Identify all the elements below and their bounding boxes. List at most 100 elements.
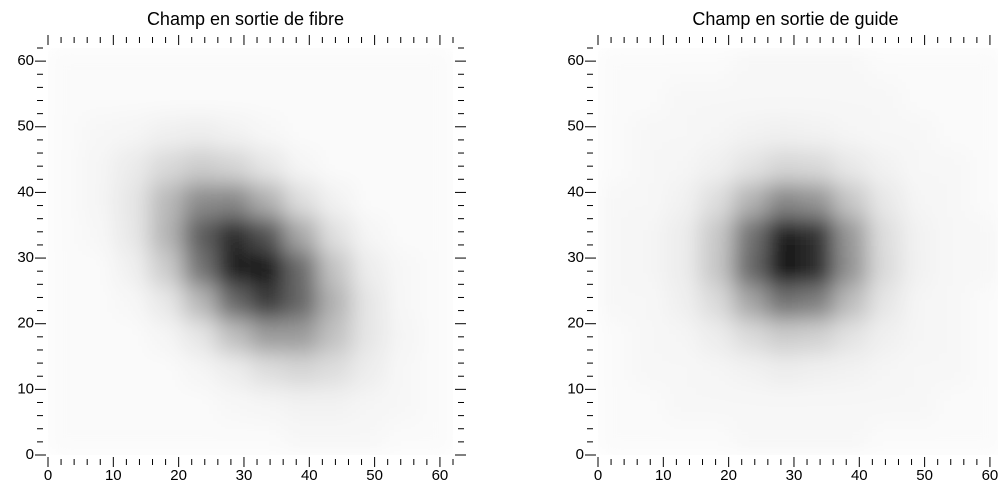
heat-cell	[834, 421, 869, 455]
heat-cell	[385, 251, 420, 286]
heat-cell	[766, 421, 801, 455]
heat-cell	[115, 48, 150, 83]
y-tick-label: 0	[576, 446, 584, 463]
heat-cell	[766, 285, 801, 320]
heat-cell	[631, 353, 666, 388]
heat-cell	[699, 387, 734, 422]
heat-cell	[183, 183, 218, 219]
y-tick-label: 60	[567, 52, 584, 69]
heat-cell	[969, 149, 998, 185]
heat-cell	[115, 319, 150, 354]
x-tick-label: 0	[594, 467, 602, 484]
heat-cell	[733, 183, 768, 219]
heat-cell	[385, 421, 420, 455]
x-tick-label: 0	[44, 467, 52, 484]
heat-cell	[250, 387, 285, 422]
heat-cell	[115, 387, 150, 422]
heat-cell	[665, 353, 700, 388]
heat-cell	[351, 421, 386, 455]
heat-cell	[800, 115, 835, 151]
heat-cell	[901, 149, 936, 185]
heat-cell	[250, 183, 285, 219]
heat-cell	[733, 149, 768, 185]
heat-cell	[48, 115, 83, 151]
heat-cell	[149, 81, 184, 117]
heat-cell	[115, 353, 150, 388]
heatmap-cells	[48, 48, 453, 455]
heat-cell	[48, 421, 83, 455]
heat-cell	[631, 183, 666, 219]
heat-cell	[665, 217, 700, 252]
heat-cell	[385, 183, 420, 219]
heat-cell	[901, 421, 936, 455]
heat-cell	[800, 217, 835, 252]
heat-cell	[868, 217, 903, 252]
heat-cell	[868, 421, 903, 455]
heat-cell	[250, 285, 285, 320]
heat-cell	[250, 217, 285, 252]
heat-cell	[935, 81, 970, 117]
heat-cell	[631, 48, 666, 83]
heat-cell	[419, 115, 453, 151]
heat-cell	[834, 81, 869, 117]
x-tick-label: 20	[170, 467, 187, 484]
heat-cell	[419, 81, 453, 117]
heat-cell	[318, 387, 353, 422]
heat-cell	[935, 48, 970, 83]
heat-cell	[699, 285, 734, 320]
heat-cell	[351, 285, 386, 320]
heat-cell	[631, 421, 666, 455]
heat-cell	[834, 285, 869, 320]
heat-cell	[216, 183, 251, 219]
heat-cell	[598, 48, 633, 83]
heat-cell	[351, 183, 386, 219]
y-tick-label: 50	[567, 118, 584, 135]
heat-cell	[901, 387, 936, 422]
heat-cell	[935, 421, 970, 455]
heat-cell	[733, 48, 768, 83]
heat-cell	[318, 251, 353, 286]
heat-cell	[969, 81, 998, 117]
heat-cell	[800, 149, 835, 185]
heat-cell	[733, 251, 768, 286]
heat-cell	[699, 217, 734, 252]
heat-cell	[598, 183, 633, 219]
heat-cell	[868, 353, 903, 388]
heat-cell	[419, 421, 453, 455]
heat-cell	[935, 149, 970, 185]
heat-cell	[284, 149, 319, 185]
heat-cell	[868, 183, 903, 219]
heat-cell	[935, 387, 970, 422]
heat-cell	[318, 319, 353, 354]
heat-cell	[665, 319, 700, 354]
heat-cell	[385, 387, 420, 422]
heat-cell	[183, 251, 218, 286]
heat-cell	[284, 48, 319, 83]
heat-cell	[81, 48, 116, 83]
heat-cell	[733, 217, 768, 252]
heat-cell	[149, 285, 184, 320]
heat-cell	[834, 387, 869, 422]
y-tick-label: 30	[17, 249, 34, 266]
heat-cell	[149, 149, 184, 185]
heat-cell	[250, 251, 285, 286]
heat-cell	[598, 353, 633, 388]
heat-cell	[800, 183, 835, 219]
y-tick-label: 10	[567, 380, 584, 397]
heat-cell	[935, 285, 970, 320]
heat-cell	[284, 81, 319, 117]
heat-cell	[115, 115, 150, 151]
heat-cell	[699, 149, 734, 185]
heat-cell	[969, 285, 998, 320]
heat-cell	[598, 285, 633, 320]
x-tick-label: 50	[916, 467, 933, 484]
heat-cell	[969, 421, 998, 455]
heat-cell	[868, 319, 903, 354]
heat-cell	[834, 353, 869, 388]
heat-cell	[935, 319, 970, 354]
heat-cell	[81, 149, 116, 185]
heat-cell	[284, 217, 319, 252]
heat-cell	[385, 115, 420, 151]
heat-cell	[284, 285, 319, 320]
